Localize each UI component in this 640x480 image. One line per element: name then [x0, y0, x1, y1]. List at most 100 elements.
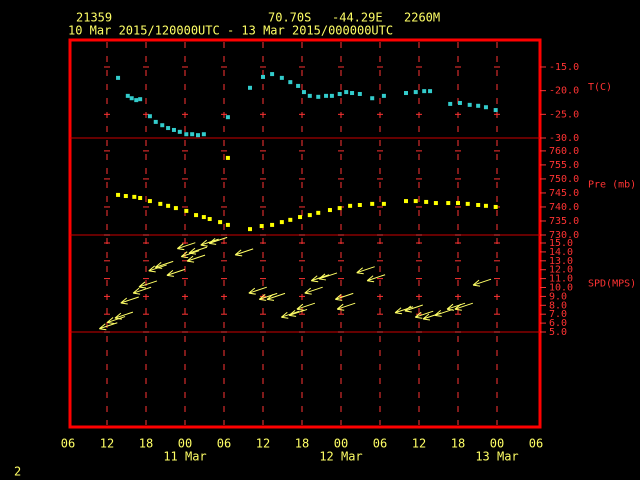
x-tick-label: 06	[373, 437, 387, 451]
y-tick-label: 10.0	[549, 283, 573, 294]
x-tick-label: 00	[178, 437, 192, 451]
y-tick-label: 12.0	[549, 265, 573, 276]
y-tick-label: 735.0	[549, 216, 579, 227]
point	[184, 132, 189, 137]
x-tick-label: 18	[139, 437, 153, 451]
point	[166, 126, 171, 131]
frame	[68, 38, 542, 429]
wind-arrow	[472, 278, 492, 287]
y-tick-label: 13.0	[549, 256, 573, 267]
point	[116, 192, 121, 197]
wind-arrow	[404, 304, 423, 313]
point	[138, 97, 143, 102]
point	[493, 108, 498, 113]
y-tick-label: 750.0	[549, 174, 579, 185]
point	[160, 123, 165, 128]
wind-arrow	[120, 296, 139, 305]
wind-arrow	[434, 308, 453, 317]
point	[248, 85, 252, 90]
point	[404, 199, 408, 204]
y-tick-label: 745.0	[549, 188, 579, 199]
wind-arrow	[106, 316, 126, 325]
x-tick-label: 06	[217, 437, 231, 451]
station: 21359	[76, 11, 112, 25]
point	[134, 98, 139, 103]
wind-arrow	[148, 264, 167, 273]
point	[301, 90, 306, 95]
point	[270, 222, 275, 227]
point	[288, 217, 293, 222]
point	[413, 90, 418, 95]
point	[350, 91, 355, 96]
x-tick-label: 12	[100, 437, 114, 451]
point	[457, 100, 462, 105]
point	[329, 93, 334, 98]
point	[433, 201, 438, 206]
point	[296, 83, 301, 88]
point	[467, 102, 472, 107]
point	[125, 93, 130, 98]
point	[337, 91, 342, 96]
point	[173, 206, 178, 211]
point	[259, 224, 264, 229]
x-tick-label: 12	[256, 437, 270, 451]
point	[344, 90, 349, 95]
point	[225, 155, 230, 160]
x-tick-label: 18	[451, 437, 465, 451]
wind-arrow	[334, 292, 354, 301]
y-tick-label: 11.0	[549, 274, 573, 285]
point	[218, 220, 223, 225]
point	[201, 215, 206, 220]
y-tick-label: 8.0	[549, 300, 567, 311]
point	[307, 213, 312, 218]
point	[116, 75, 121, 80]
point	[357, 203, 362, 208]
page-number: 2	[14, 465, 21, 479]
point	[476, 203, 481, 208]
point	[279, 220, 284, 225]
wind-arrow	[188, 246, 208, 255]
point	[147, 114, 152, 119]
point	[123, 194, 128, 199]
y-tick-label: -20.0	[549, 86, 579, 97]
x-tick-label: 18	[295, 437, 309, 451]
x-tick-label: 12	[412, 437, 426, 451]
point	[381, 93, 386, 98]
y-tick-label: 6.0	[549, 318, 567, 329]
point	[483, 105, 488, 110]
wind-arrow	[176, 242, 196, 251]
wind-arrow	[446, 302, 466, 311]
wind-arrow	[414, 310, 434, 319]
point	[424, 199, 429, 204]
wind-arrow	[454, 302, 474, 311]
wind-arrow	[114, 311, 134, 320]
point	[316, 94, 321, 99]
wind-arrow	[296, 302, 316, 311]
point	[147, 199, 152, 204]
date-label: 13 Mar	[475, 450, 518, 464]
point	[225, 115, 230, 120]
point	[279, 75, 284, 80]
point	[357, 91, 362, 96]
point	[476, 103, 481, 108]
x-tick-label: 06	[61, 437, 75, 451]
x-tick-label: 06	[529, 437, 543, 451]
latitude: 70.70S	[268, 11, 311, 25]
wind-arrow	[166, 268, 186, 277]
period: 10 Mar 2015/120000UTC - 13 Mar 2015/0000…	[68, 24, 393, 38]
point	[493, 204, 498, 209]
wind-arrow	[318, 272, 338, 281]
wind-arrow	[186, 254, 206, 263]
y-tick-label: 5.0	[549, 327, 567, 338]
wind-arrow	[258, 292, 278, 301]
wind-arrow	[304, 286, 323, 295]
point	[422, 89, 427, 94]
point	[171, 127, 176, 132]
point	[196, 133, 200, 138]
wind-arrow	[138, 280, 158, 289]
wind-arrow	[248, 286, 267, 295]
point	[316, 210, 321, 215]
y-tick-label: 740.0	[549, 202, 579, 213]
y-tick-label: 9.0	[549, 291, 567, 302]
point	[207, 217, 212, 222]
